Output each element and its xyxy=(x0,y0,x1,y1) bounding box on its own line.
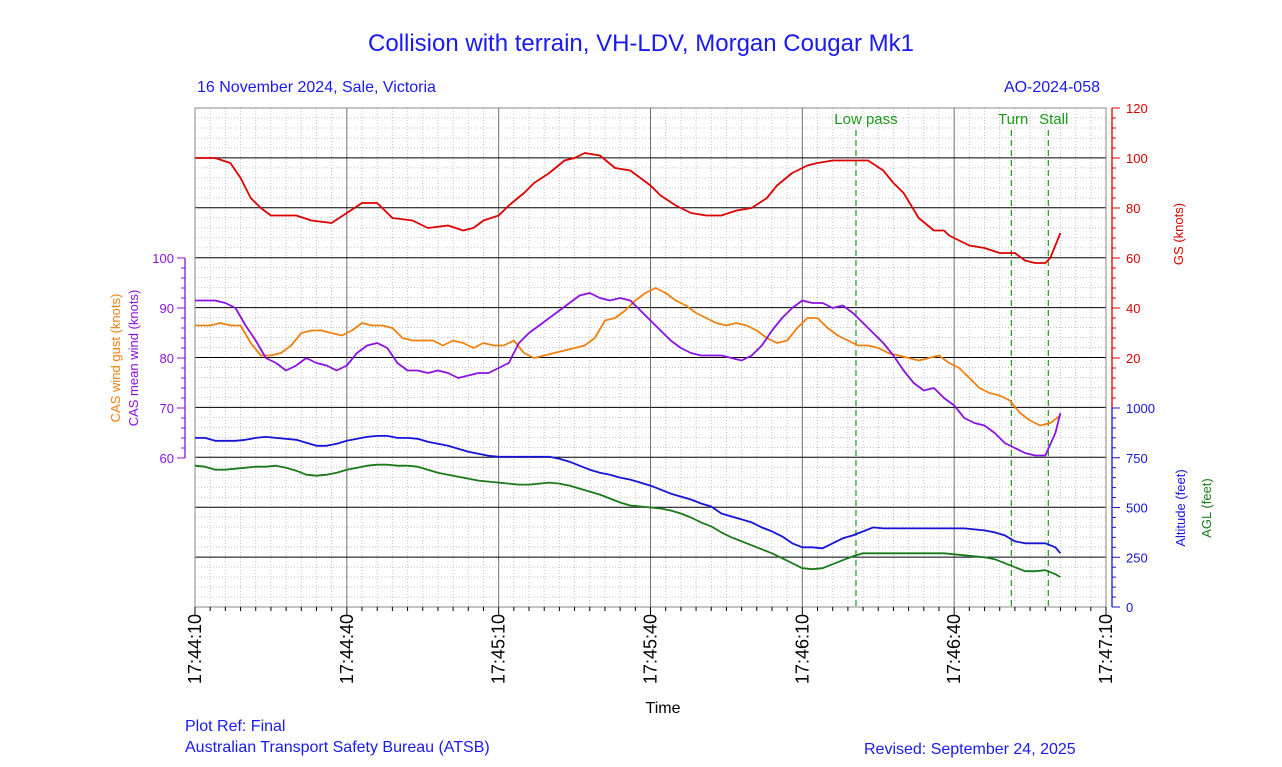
event-label: Turn xyxy=(998,111,1028,128)
gs-tick-label: 40 xyxy=(1126,301,1140,316)
agl-line xyxy=(194,463,1061,578)
event-label: Low pass xyxy=(834,111,897,128)
cas-gust-line xyxy=(195,287,1061,427)
gs-tick-label: 60 xyxy=(1126,251,1140,266)
time-tick-label: 17:47:10 xyxy=(1096,614,1116,684)
gs-line xyxy=(195,152,1062,264)
time-tick-label: 17:45:10 xyxy=(489,614,509,684)
gs-tick-label: 120 xyxy=(1126,101,1148,116)
x-axis-label: Time xyxy=(646,700,681,717)
chart-title: Collision with terrain, VH-LDV, Morgan C… xyxy=(368,30,914,57)
event-markers: Low pass Turn Stall xyxy=(834,111,1068,607)
gs-tick-label: 100 xyxy=(1126,151,1148,166)
organisation: Australian Transport Safety Bureau (ATSB… xyxy=(185,739,490,756)
time-tick-label: 17:44:40 xyxy=(337,614,357,684)
major-grid xyxy=(195,108,1106,607)
gs-tick-label: 20 xyxy=(1126,351,1140,366)
date-location: 16 November 2024, Sale, Victoria xyxy=(197,79,436,96)
altitude-tick-label: 750 xyxy=(1126,451,1148,466)
cas-gust-axis-label: CAS wind gust (knots) xyxy=(108,294,123,423)
cas-tick-label: 60 xyxy=(160,451,174,466)
axis-labels: Time GS (knots) Altitude (feet) AGL (feet) C… xyxy=(108,203,1214,717)
cas-tick-label: 90 xyxy=(160,301,174,316)
cas-mean-line xyxy=(195,292,1062,457)
cas-tick-label: 80 xyxy=(160,351,174,366)
event-label: Stall xyxy=(1039,111,1068,128)
time-tick-label: 17:46:40 xyxy=(944,614,964,684)
time-tick-label: 17:44:10 xyxy=(185,614,205,684)
cas-tick-label: 100 xyxy=(152,251,174,266)
series-lines xyxy=(194,152,1062,578)
altitude-tick-label: 0 xyxy=(1126,600,1133,615)
agl-axis-label: AGL (feet) xyxy=(1199,478,1214,537)
plot-ref: Plot Ref: Final xyxy=(185,718,286,735)
cas-mean-axis-label: CAS mean wind (knots) xyxy=(126,290,141,427)
altitude-line xyxy=(195,434,1062,554)
altitude-tick-label: 500 xyxy=(1126,501,1148,516)
time-tick-label: 17:45:40 xyxy=(641,614,661,684)
revised-date: Revised: September 24, 2025 xyxy=(864,741,1076,758)
cas-tick-label: 70 xyxy=(160,401,174,416)
altitude-tick-label: 250 xyxy=(1126,550,1148,565)
altitude-axis-label: Altitude (feet) xyxy=(1173,469,1188,546)
report-id: AO-2024-058 xyxy=(1003,79,1100,96)
gs-tick-label: 80 xyxy=(1126,201,1140,216)
gs-axis-label: GS (knots) xyxy=(1171,203,1186,265)
axes: 20 40 60 80 100 120 0 250 500 750 1000 60 70 80 90 100 1… xyxy=(152,101,1155,684)
altitude-tick-label: 1000 xyxy=(1126,401,1155,416)
time-tick-label: 17:46:10 xyxy=(792,614,812,684)
